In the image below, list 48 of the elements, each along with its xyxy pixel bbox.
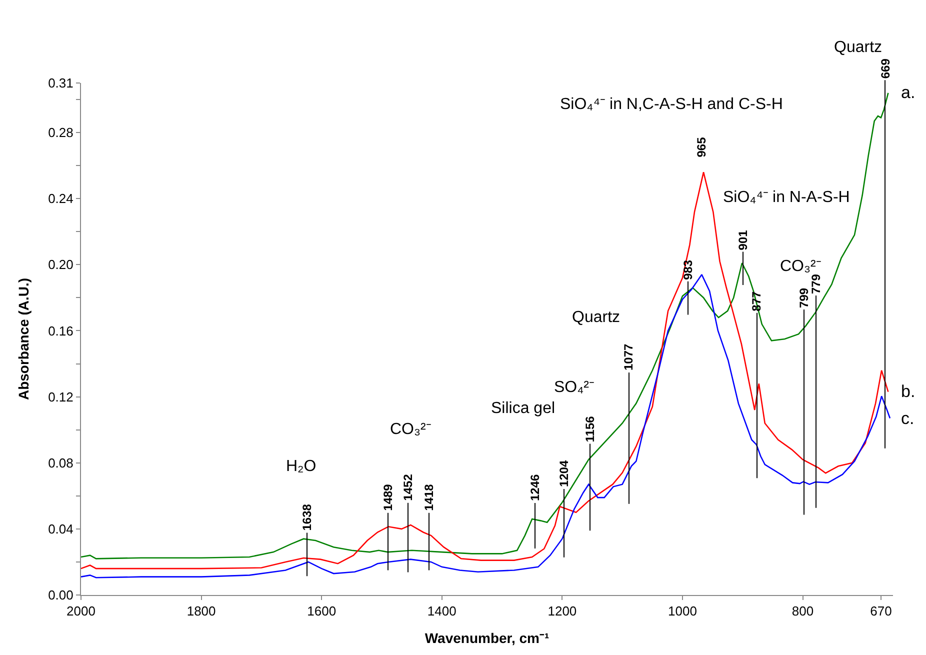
annotation: 983 (681, 260, 696, 280)
y-tick-label: 0.04 (48, 521, 74, 536)
y-tick-label: 0.08 (48, 455, 74, 470)
annotation: CO₃²⁻ (780, 258, 821, 275)
annotation: 877 (750, 290, 764, 312)
annotation: CO₃²⁻ (390, 421, 431, 438)
x-tick-label: 670 (870, 604, 892, 619)
text: Quartz (834, 39, 882, 56)
annotation: SiO₄⁴⁻ in N,C-A-S-H and C-S-H (560, 96, 783, 113)
annotation: 1452 (401, 474, 416, 501)
x-tick-label: 1200 (548, 604, 577, 619)
y-tick-label: 0.28 (48, 125, 74, 140)
x-tick-label: 1400 (427, 604, 456, 619)
text: 669 (878, 58, 892, 79)
x-tick-label: 1000 (668, 604, 697, 619)
y-tick-label: 0.12 (48, 389, 74, 404)
annotation: 1156 (582, 416, 597, 442)
y-tick-label: 0.31 (48, 76, 74, 91)
annotation: Silica gel (491, 400, 556, 417)
y-tick-label: 0.20 (48, 257, 74, 272)
y-axis-title: Absorbance (A.U.) (16, 278, 32, 400)
annotation: 799 (797, 288, 812, 308)
series-label: a. (901, 83, 916, 102)
annotation: 1489 (381, 484, 396, 511)
x-tick-label: 1800 (186, 604, 216, 619)
annotation: SO₄²⁻ (554, 379, 594, 396)
annotation: H₂O (286, 458, 316, 475)
annotation: SiO₄⁴⁻ in N-A-S-H (723, 189, 850, 206)
annotation: 1077 (622, 343, 636, 370)
series-label: b. (901, 382, 916, 401)
series-label: c. (901, 409, 914, 428)
y-tick-label: 0.16 (48, 323, 74, 338)
x-tick-label: 800 (792, 604, 814, 619)
annotation: 1638 (300, 504, 314, 531)
line-series (81, 92, 889, 560)
line-series (81, 172, 889, 570)
y-tick-label: 0.00 (48, 588, 74, 603)
annotation: Quartz (572, 309, 620, 326)
annotation: 1246 (528, 474, 542, 502)
annotation: 1418 (422, 484, 436, 511)
annotation: 965 (694, 136, 709, 158)
x-axis-title: Wavenumber, cm⁻¹ (424, 630, 550, 646)
y-tick-label: 0.24 (48, 191, 74, 206)
annotation: 901 (736, 230, 750, 250)
x-tick-label: 2000 (66, 604, 96, 619)
annotation: 779 (808, 274, 823, 294)
annotation: 1204 (557, 460, 572, 487)
x-tick-label: 1600 (307, 604, 336, 619)
